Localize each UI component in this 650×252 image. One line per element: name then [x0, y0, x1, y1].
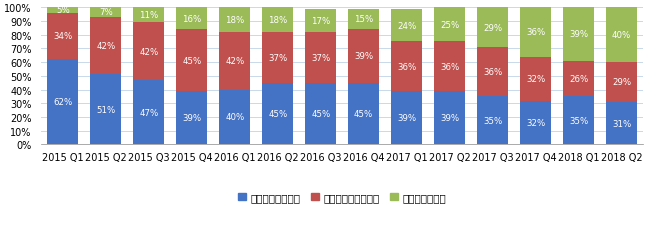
Text: 31%: 31%	[612, 119, 631, 128]
Text: 42%: 42%	[139, 47, 159, 56]
Bar	[133, 23, 164, 81]
Text: 25%: 25%	[440, 21, 460, 30]
Bar	[348, 30, 379, 83]
Text: 47%: 47%	[139, 108, 159, 117]
Bar	[176, 30, 207, 91]
Bar	[477, 8, 508, 48]
Bar	[434, 91, 465, 145]
Text: 18%: 18%	[268, 16, 287, 25]
Bar	[47, 7, 79, 14]
Text: 29%: 29%	[483, 23, 502, 33]
Text: 35%: 35%	[483, 116, 502, 125]
Bar	[477, 97, 508, 145]
Bar	[520, 101, 551, 145]
Text: 40%: 40%	[612, 31, 631, 40]
Bar	[348, 83, 379, 145]
Bar	[563, 61, 594, 97]
Text: 42%: 42%	[225, 57, 244, 66]
Text: 32%: 32%	[526, 118, 545, 128]
Bar	[306, 83, 336, 145]
Text: 37%: 37%	[311, 54, 330, 62]
Bar	[434, 42, 465, 91]
Bar	[391, 91, 422, 145]
Bar	[477, 48, 508, 97]
Bar	[306, 10, 336, 33]
Text: 39%: 39%	[440, 114, 459, 123]
Text: 37%: 37%	[268, 54, 287, 62]
Bar	[391, 10, 422, 42]
Bar	[262, 8, 293, 33]
Bar	[219, 90, 250, 145]
Text: 39%: 39%	[569, 30, 588, 39]
Text: 5%: 5%	[56, 6, 70, 15]
Bar	[348, 10, 379, 30]
Bar	[262, 83, 293, 145]
Text: 36%: 36%	[483, 68, 502, 77]
Bar	[606, 8, 637, 63]
Text: 45%: 45%	[182, 56, 202, 65]
Text: 11%: 11%	[139, 11, 159, 20]
Bar	[262, 33, 293, 83]
Text: 62%: 62%	[53, 98, 73, 107]
Text: 45%: 45%	[354, 110, 373, 119]
Text: 16%: 16%	[182, 15, 202, 23]
Bar	[606, 103, 637, 145]
Text: 34%: 34%	[53, 32, 73, 41]
Text: 35%: 35%	[569, 116, 588, 125]
Text: 29%: 29%	[612, 78, 631, 87]
Text: 24%: 24%	[397, 21, 416, 30]
Bar	[176, 91, 207, 145]
Bar	[90, 75, 122, 145]
Bar	[520, 57, 551, 101]
Text: 36%: 36%	[397, 62, 416, 71]
Text: 32%: 32%	[526, 75, 545, 84]
Text: 51%: 51%	[96, 106, 116, 114]
Bar	[133, 8, 164, 23]
Text: 42%: 42%	[96, 42, 116, 51]
Text: 39%: 39%	[182, 114, 202, 123]
Text: 15%: 15%	[354, 15, 373, 24]
Text: 45%: 45%	[268, 110, 287, 119]
Text: 45%: 45%	[311, 110, 330, 119]
Bar	[219, 33, 250, 90]
Bar	[563, 8, 594, 61]
Bar	[391, 42, 422, 91]
Legend: ウェブブラウザー, モバイルブラウザー, モバイルアプリ: ウェブブラウザー, モバイルブラウザー, モバイルアプリ	[234, 188, 450, 207]
Bar	[434, 8, 465, 42]
Bar	[90, 18, 122, 75]
Bar	[563, 97, 594, 145]
Bar	[133, 81, 164, 145]
Text: 39%: 39%	[397, 114, 416, 123]
Bar	[520, 8, 551, 57]
Text: 36%: 36%	[440, 62, 460, 71]
Text: 39%: 39%	[354, 52, 373, 61]
Text: 40%: 40%	[225, 113, 244, 122]
Text: 26%: 26%	[569, 75, 588, 84]
Text: 36%: 36%	[526, 28, 545, 37]
Bar	[219, 8, 250, 33]
Bar	[47, 14, 79, 60]
Text: 18%: 18%	[225, 16, 244, 25]
Bar	[306, 33, 336, 83]
Bar	[47, 60, 79, 145]
Bar	[606, 63, 637, 103]
Bar	[90, 8, 122, 18]
Text: 17%: 17%	[311, 17, 330, 26]
Text: 7%: 7%	[99, 8, 112, 17]
Bar	[176, 8, 207, 30]
